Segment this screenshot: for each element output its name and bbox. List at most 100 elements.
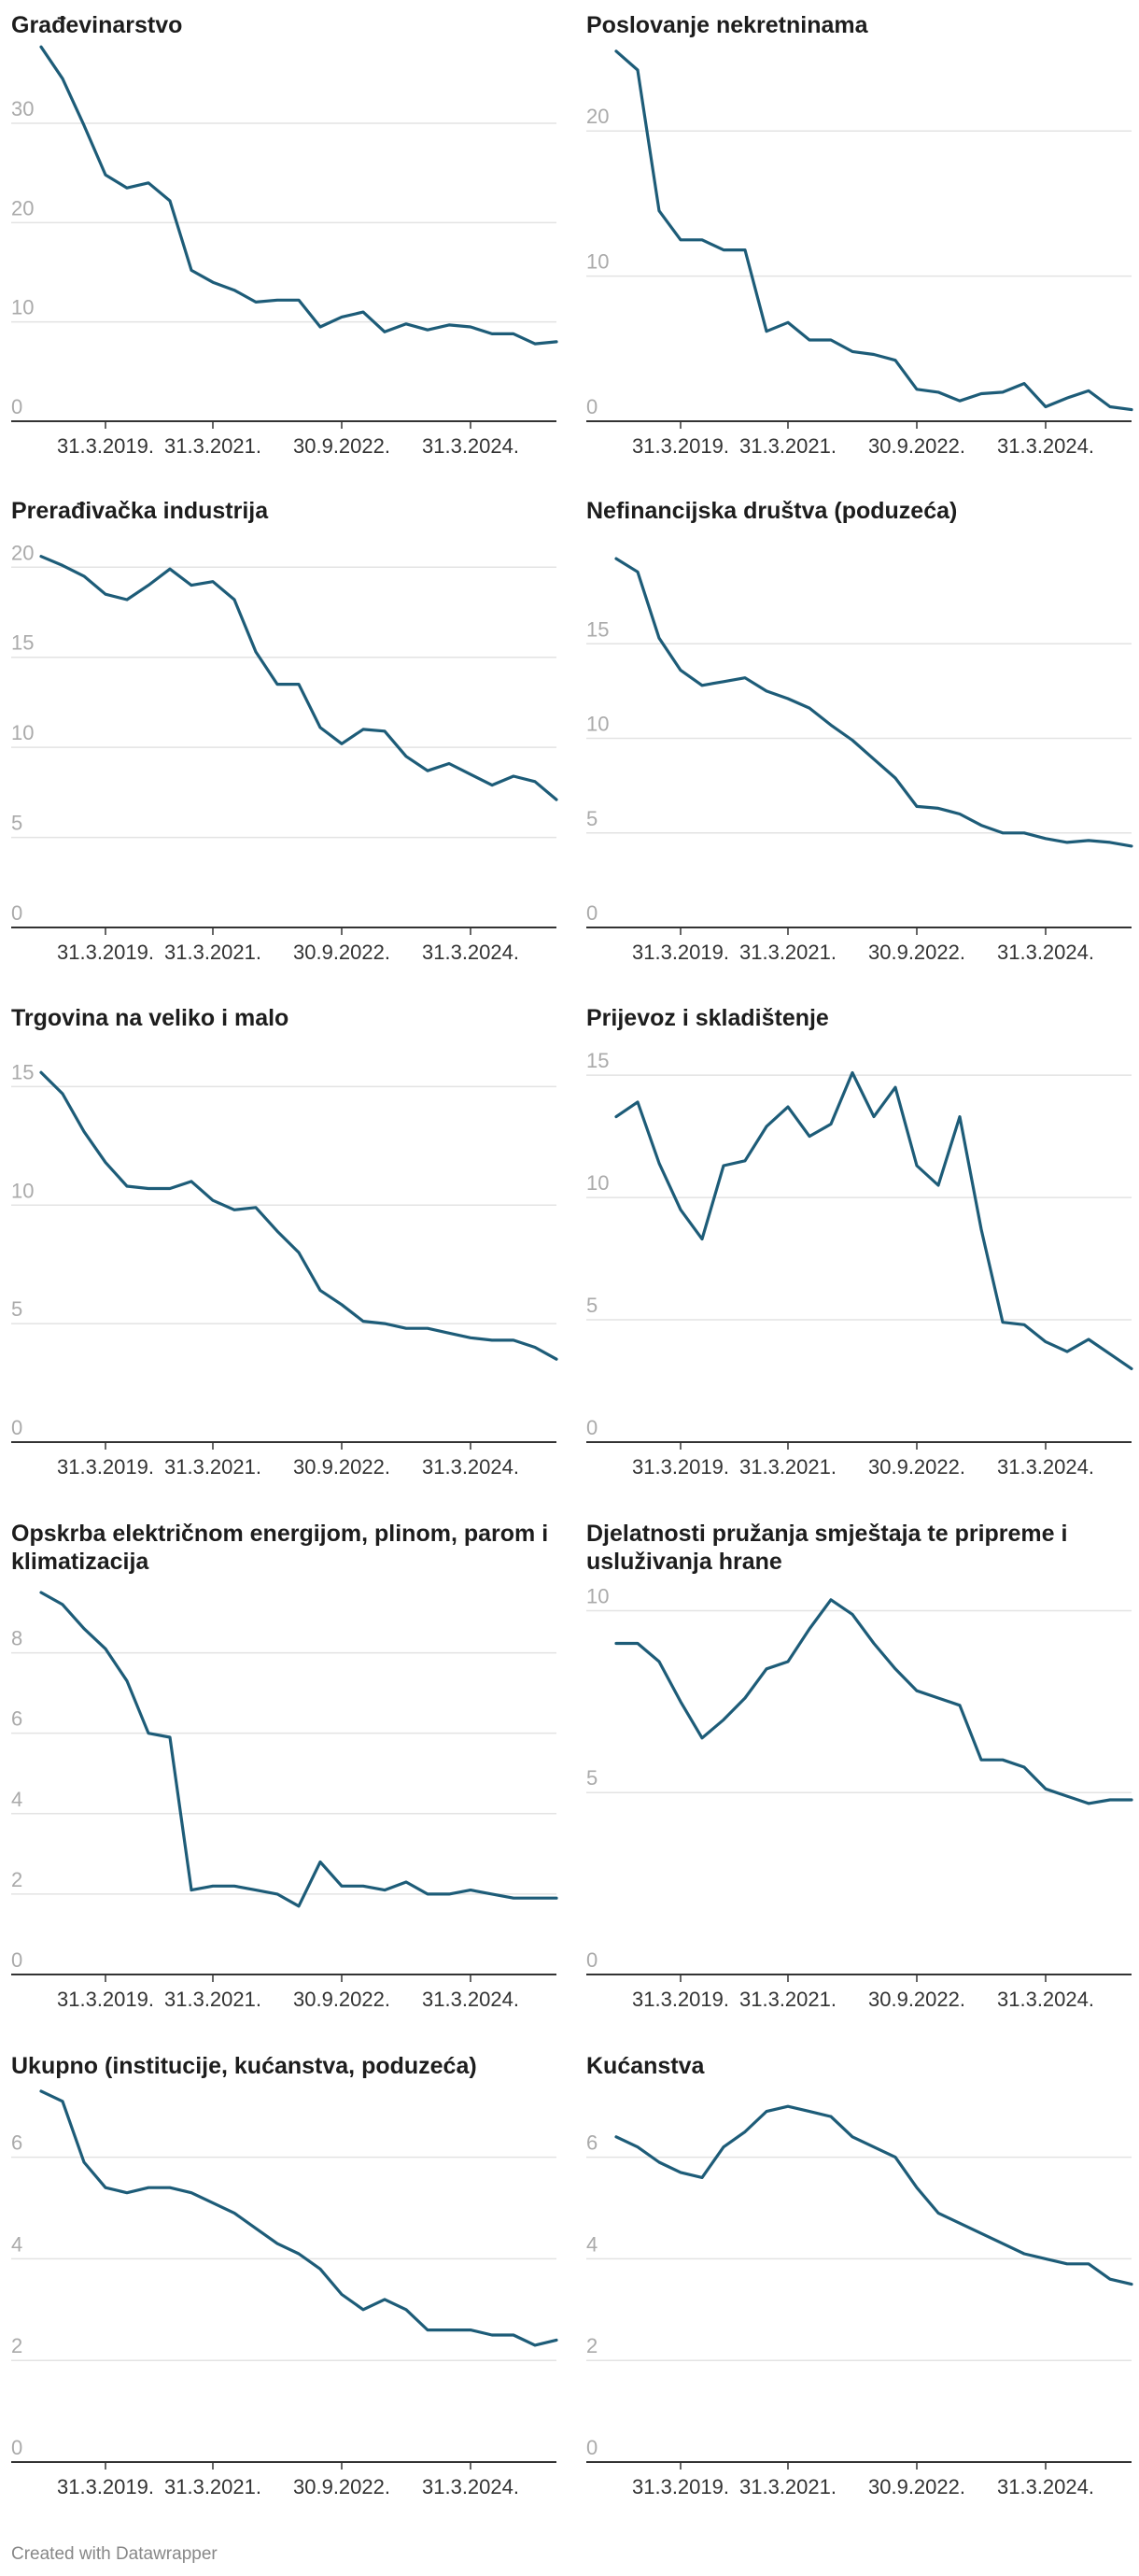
data-line bbox=[39, 1591, 558, 1908]
y-tick-label: 0 bbox=[11, 1416, 22, 1439]
y-tick-label: 5 bbox=[586, 1294, 598, 1317]
panel-title: Prijevoz i skladištenje bbox=[586, 1005, 829, 1031]
data-line bbox=[614, 1070, 1133, 1370]
x-tick-label: 30.9.2022. bbox=[868, 941, 965, 964]
y-tick-label: 20 bbox=[11, 541, 34, 564]
panel-title: Nefinancijska društva (poduzeća) bbox=[586, 498, 958, 524]
y-tick-label: 2 bbox=[586, 2334, 598, 2357]
panel-title: Građevinarstvo bbox=[11, 12, 183, 38]
x-tick-label: 30.9.2022. bbox=[293, 2475, 390, 2498]
x-tick-label: 31.3.2021. bbox=[739, 941, 837, 964]
y-tick-label: 30 bbox=[11, 97, 34, 120]
data-line bbox=[39, 555, 558, 801]
x-tick-label: 31.3.2019. bbox=[632, 1455, 729, 1479]
x-tick-label: 31.3.2019. bbox=[57, 434, 154, 458]
y-tick-label: 0 bbox=[11, 395, 22, 418]
x-tick-label: 31.3.2019. bbox=[632, 434, 729, 458]
x-tick-label: 31.3.2024. bbox=[997, 1455, 1094, 1479]
y-tick-label: 4 bbox=[586, 2232, 598, 2256]
panel-title: Kućanstva bbox=[586, 2053, 705, 2079]
data-line bbox=[39, 1070, 558, 1361]
panel-title: Ukupno (institucije, kućanstva, poduzeća… bbox=[11, 2053, 477, 2079]
x-tick-label: 31.3.2019. bbox=[632, 941, 729, 964]
data-line bbox=[614, 557, 1133, 848]
x-tick-label: 31.3.2019. bbox=[57, 2475, 154, 2498]
x-tick-label: 31.3.2019. bbox=[632, 2475, 729, 2498]
panel-title: Poslovanje nekretninama bbox=[586, 12, 868, 38]
y-tick-label: 5 bbox=[11, 812, 22, 835]
y-tick-label: 0 bbox=[586, 1948, 598, 1972]
y-tick-label: 20 bbox=[11, 196, 34, 219]
y-tick-label: 0 bbox=[11, 2436, 22, 2459]
x-tick-label: 31.3.2024. bbox=[997, 941, 1094, 964]
y-tick-label: 0 bbox=[586, 1416, 598, 1439]
x-tick-label: 31.3.2024. bbox=[997, 434, 1094, 458]
y-tick-label: 0 bbox=[11, 901, 22, 925]
panel-title: Prerađivačka industrija bbox=[11, 498, 269, 524]
y-tick-label: 2 bbox=[11, 2334, 22, 2357]
y-tick-label: 15 bbox=[11, 631, 34, 655]
x-tick-label: 31.3.2024. bbox=[997, 2475, 1094, 2498]
panel-title: Djelatnosti pružanja smještaja te pripre… bbox=[586, 1521, 1068, 1575]
data-line bbox=[614, 2104, 1133, 2286]
data-line bbox=[614, 50, 1133, 412]
y-tick-label: 6 bbox=[11, 2131, 22, 2155]
x-tick-label: 30.9.2022. bbox=[868, 2475, 965, 2498]
x-tick-label: 30.9.2022. bbox=[868, 1455, 965, 1479]
x-tick-label: 30.9.2022. bbox=[293, 941, 390, 964]
x-tick-label: 31.3.2021. bbox=[164, 434, 261, 458]
x-tick-label: 31.3.2024. bbox=[422, 434, 519, 458]
x-tick-label: 31.3.2021. bbox=[739, 2475, 837, 2498]
data-line bbox=[614, 1598, 1133, 1805]
y-tick-label: 8 bbox=[11, 1627, 22, 1650]
x-tick-label: 31.3.2019. bbox=[57, 941, 154, 964]
y-tick-label: 0 bbox=[586, 395, 598, 418]
x-tick-label: 31.3.2021. bbox=[164, 1455, 261, 1479]
x-tick-label: 30.9.2022. bbox=[293, 1455, 390, 1479]
y-tick-label: 15 bbox=[586, 617, 609, 641]
x-tick-label: 31.3.2021. bbox=[739, 1455, 837, 1479]
x-tick-label: 31.3.2024. bbox=[422, 1988, 519, 2011]
footer: Created with Datawrapper bbox=[11, 2544, 218, 2564]
x-tick-label: 31.3.2024. bbox=[997, 1988, 1094, 2011]
data-line bbox=[39, 45, 558, 346]
x-tick-label: 30.9.2022. bbox=[293, 1988, 390, 2011]
panel-title: Opskrba električnom energijom, plinom, p… bbox=[11, 1521, 549, 1575]
data-line bbox=[39, 2089, 558, 2347]
x-tick-label: 30.9.2022. bbox=[293, 434, 390, 458]
y-tick-label: 4 bbox=[11, 1788, 22, 1811]
y-tick-label: 15 bbox=[11, 1060, 34, 1083]
panel-title: Trgovina na veliko i malo bbox=[11, 1005, 289, 1031]
x-tick-label: 31.3.2024. bbox=[422, 941, 519, 964]
y-tick-label: 5 bbox=[11, 1297, 22, 1321]
y-tick-label: 5 bbox=[586, 1766, 598, 1790]
x-tick-label: 31.3.2021. bbox=[739, 434, 837, 458]
x-tick-label: 31.3.2021. bbox=[164, 941, 261, 964]
y-tick-label: 0 bbox=[586, 901, 598, 925]
y-tick-label: 20 bbox=[586, 105, 609, 128]
y-tick-label: 6 bbox=[11, 1707, 22, 1731]
y-tick-label: 2 bbox=[11, 1868, 22, 1891]
y-tick-label: 10 bbox=[586, 1171, 609, 1195]
x-tick-label: 31.3.2024. bbox=[422, 1455, 519, 1479]
y-tick-label: 0 bbox=[11, 1948, 22, 1972]
y-tick-label: 6 bbox=[586, 2131, 598, 2155]
y-tick-label: 10 bbox=[11, 721, 34, 744]
x-tick-label: 31.3.2019. bbox=[57, 1988, 154, 2011]
x-tick-label: 31.3.2021. bbox=[164, 2475, 261, 2498]
x-tick-label: 31.3.2024. bbox=[422, 2475, 519, 2498]
y-tick-label: 0 bbox=[586, 2436, 598, 2459]
y-tick-label: 10 bbox=[586, 250, 609, 274]
x-tick-label: 30.9.2022. bbox=[868, 434, 965, 458]
x-tick-label: 30.9.2022. bbox=[868, 1988, 965, 2011]
y-tick-label: 5 bbox=[586, 807, 598, 830]
x-tick-label: 31.3.2021. bbox=[739, 1988, 837, 2011]
x-tick-label: 31.3.2021. bbox=[164, 1988, 261, 2011]
x-tick-label: 31.3.2019. bbox=[57, 1455, 154, 1479]
y-tick-label: 10 bbox=[586, 713, 609, 736]
y-tick-label: 4 bbox=[11, 2232, 22, 2256]
y-tick-label: 10 bbox=[11, 1179, 34, 1202]
x-tick-label: 31.3.2019. bbox=[632, 1988, 729, 2011]
